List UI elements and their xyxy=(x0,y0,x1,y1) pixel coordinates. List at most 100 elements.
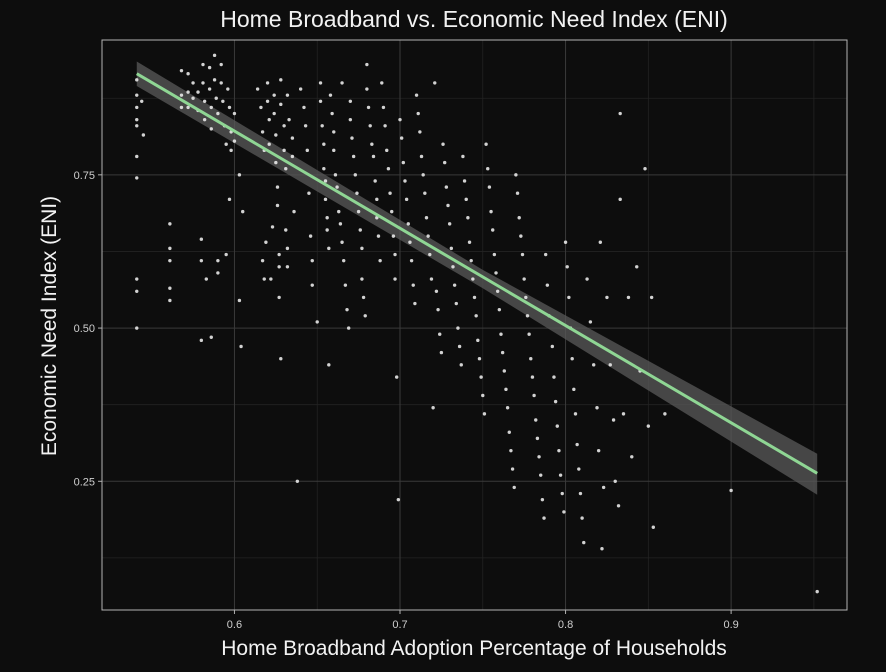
data-point xyxy=(219,81,223,85)
data-point xyxy=(229,148,233,153)
data-point xyxy=(520,252,525,257)
data-point xyxy=(343,283,348,287)
data-point xyxy=(224,142,228,146)
data-point xyxy=(497,307,502,312)
data-point xyxy=(237,298,242,303)
data-point xyxy=(582,540,586,545)
data-point xyxy=(570,357,574,361)
data-point xyxy=(260,258,265,263)
data-point xyxy=(428,252,432,257)
data-point xyxy=(302,105,306,110)
data-point xyxy=(209,127,213,131)
data-point xyxy=(259,105,263,110)
data-point xyxy=(462,179,467,183)
data-point xyxy=(529,357,533,361)
data-point xyxy=(275,203,280,208)
data-point xyxy=(635,265,639,269)
data-point xyxy=(451,265,455,269)
data-point xyxy=(573,412,578,416)
data-point xyxy=(552,375,556,379)
data-point xyxy=(168,222,172,226)
data-point xyxy=(232,111,237,116)
data-point xyxy=(226,87,230,91)
data-point xyxy=(461,154,465,159)
data-point xyxy=(592,363,596,367)
x-axis-title: Home Broadband Adoption Percentage of Ho… xyxy=(221,637,727,660)
data-point xyxy=(272,93,276,97)
data-point xyxy=(327,246,331,251)
data-point xyxy=(284,228,288,232)
data-point xyxy=(502,369,506,373)
data-point xyxy=(338,222,343,226)
data-point xyxy=(394,375,399,379)
data-point xyxy=(140,99,144,103)
data-point xyxy=(191,96,195,100)
data-point xyxy=(424,216,429,220)
data-point xyxy=(373,179,377,183)
data-point xyxy=(457,344,462,349)
data-point xyxy=(441,142,445,146)
data-point xyxy=(255,87,260,91)
data-point xyxy=(423,191,427,195)
data-point xyxy=(469,258,473,263)
data-point xyxy=(274,160,278,165)
data-point xyxy=(292,209,296,214)
data-point xyxy=(577,467,581,471)
data-point xyxy=(491,228,495,232)
data-point xyxy=(224,252,228,257)
data-point xyxy=(135,78,139,82)
data-point xyxy=(202,117,207,122)
data-point xyxy=(447,222,452,226)
data-point xyxy=(275,185,280,189)
data-point xyxy=(199,258,204,263)
data-point xyxy=(729,488,733,493)
regression-line xyxy=(136,72,818,475)
data-point xyxy=(216,271,220,275)
data-point xyxy=(340,240,344,244)
data-point xyxy=(515,191,520,195)
data-point xyxy=(221,99,225,103)
data-point xyxy=(330,111,334,116)
data-point xyxy=(332,148,336,153)
data-point xyxy=(555,424,559,428)
data-point xyxy=(279,78,283,82)
data-point xyxy=(535,436,540,441)
chart-title: Home Broadband vs. Economic Need Index (… xyxy=(220,6,728,32)
data-point xyxy=(530,375,535,379)
data-point xyxy=(342,258,346,263)
data-point xyxy=(393,252,397,257)
data-point xyxy=(525,314,530,318)
data-point xyxy=(227,197,232,202)
data-point xyxy=(335,185,339,189)
data-point xyxy=(168,298,172,303)
data-point xyxy=(572,387,576,392)
data-point xyxy=(505,406,510,410)
data-point xyxy=(284,167,288,171)
data-point xyxy=(209,105,213,110)
confidence-band-layer xyxy=(136,61,818,495)
data-point xyxy=(396,497,401,502)
data-point xyxy=(618,111,622,116)
x-tick-label: 0.9 xyxy=(723,619,738,631)
data-point xyxy=(580,516,584,520)
data-point xyxy=(578,491,583,496)
data-point xyxy=(322,142,326,146)
x-tick-label: 0.8 xyxy=(558,619,573,631)
data-point xyxy=(459,363,463,367)
data-point xyxy=(279,102,283,107)
data-point xyxy=(307,191,311,195)
data-point xyxy=(366,105,371,110)
y-tick-label: 0.25 xyxy=(74,476,95,488)
data-point xyxy=(363,314,367,318)
data-point xyxy=(416,111,420,116)
data-point xyxy=(191,81,195,85)
data-point xyxy=(452,283,457,287)
data-point xyxy=(232,139,237,143)
data-point xyxy=(600,547,604,551)
data-point xyxy=(434,289,439,293)
data-point xyxy=(595,406,599,410)
y-tick-label: 0.75 xyxy=(74,170,95,182)
data-point xyxy=(135,326,139,330)
data-point xyxy=(318,81,323,85)
